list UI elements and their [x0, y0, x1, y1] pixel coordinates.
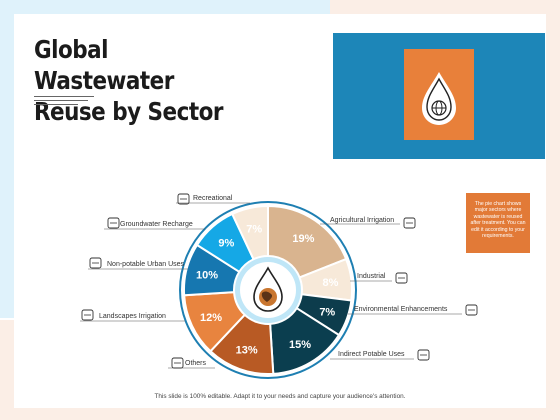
tractor-icon	[403, 217, 416, 229]
water-drop-earth-icon	[253, 266, 283, 312]
pie-slice	[230, 204, 269, 261]
hand-water-icon	[171, 357, 184, 369]
category-label: Industrial	[357, 273, 386, 280]
water-bottle-icon	[107, 217, 120, 229]
title-underline	[34, 96, 94, 110]
factory-icon	[395, 272, 408, 284]
recycle-icon	[177, 193, 190, 205]
slice-value-label: 8%	[323, 277, 339, 289]
slice-value-label: 12%	[200, 312, 222, 324]
title-line-1: Global Wastewater	[34, 35, 174, 95]
category-label: Recreational	[193, 195, 233, 202]
slice-value-label: 7%	[246, 224, 262, 236]
description-note: The pie chart shows major sectors where …	[466, 193, 530, 253]
category-label: Agricultural Irrigation	[330, 217, 394, 224]
pie-slice	[267, 204, 348, 279]
category-label: Landscapes Irrigation	[99, 313, 166, 320]
slide-title: Global Wastewater Reuse by Sector	[34, 34, 232, 127]
category-label: Non-potable Urban Uses	[107, 261, 185, 268]
slice-value-label: 10%	[196, 269, 218, 281]
title-line-2: Reuse by Sector	[34, 97, 223, 126]
slice-value-label: 7%	[319, 306, 335, 318]
category-label: Indirect Potable Uses	[338, 351, 405, 358]
plant-icon	[81, 309, 94, 321]
leaf-globe-icon	[465, 304, 478, 316]
water-treatment-icon	[417, 349, 430, 361]
water-drop-globe-icon	[422, 72, 456, 125]
category-label: Others	[185, 360, 207, 367]
city-icon	[89, 257, 102, 269]
category-label: Environmental Enhancements	[354, 306, 448, 313]
category-label: Groundwater Recharge	[120, 221, 193, 228]
slice-value-label: 15%	[289, 339, 311, 351]
slice-value-label: 19%	[292, 233, 314, 245]
slice-value-label: 9%	[218, 238, 234, 250]
slice-value-label: 13%	[236, 344, 258, 356]
footer-text: This slide is 100% editable. Adapt it to…	[154, 393, 406, 400]
